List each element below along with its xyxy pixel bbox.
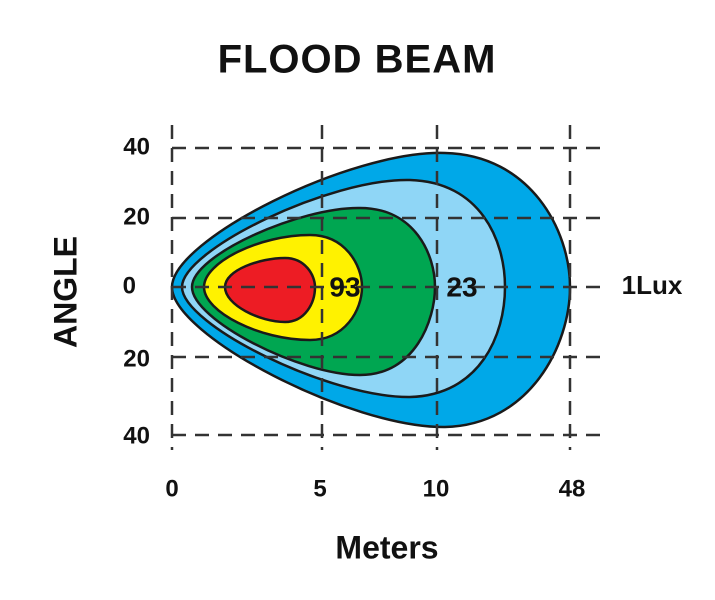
x-tick-label: 10 [423, 475, 450, 502]
x-tick-label: 0 [165, 475, 178, 502]
y-tick-label: 20 [123, 203, 150, 230]
beam-zones [170, 151, 572, 429]
y-tick-label: 40 [123, 133, 150, 160]
contour-label: 1Lux [622, 270, 683, 300]
grid [170, 125, 602, 450]
y-axis-label: ANGLE [47, 236, 83, 348]
contour-label: 93 [329, 271, 360, 302]
x-tick-label: 5 [313, 475, 326, 502]
y-tick-label: 20 [123, 345, 150, 372]
title: FLOOD BEAM [218, 38, 497, 82]
x-axis-label: Meters [335, 529, 438, 565]
contour-label: 23 [446, 271, 477, 302]
x-tick-label: 48 [559, 475, 586, 502]
y-tick-label: 0 [123, 272, 136, 299]
y-tick-label: 40 [123, 422, 150, 449]
